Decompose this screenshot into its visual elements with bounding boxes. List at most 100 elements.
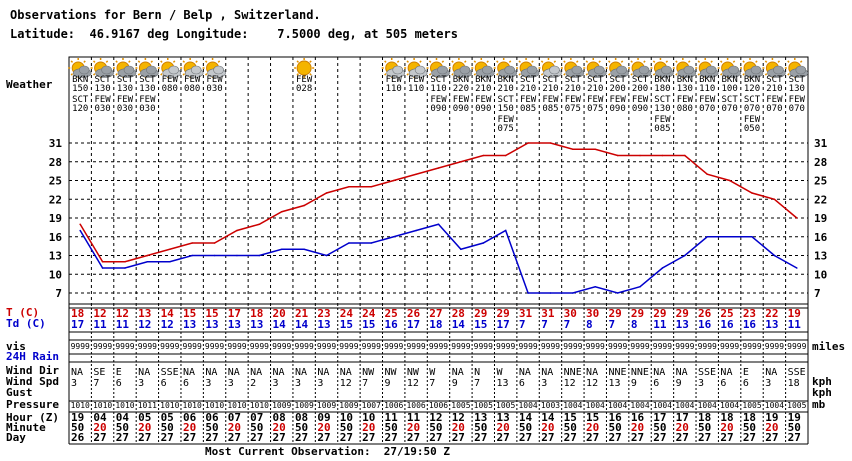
pressure-value: 1004 [608,401,627,410]
cloud-layer-height: 220 [453,84,469,94]
minute-value: 50 [295,421,308,434]
day-value: 27 [541,431,554,444]
cloud-layer-height: 100 [721,84,737,94]
temperature-value: 29 [631,307,644,320]
hour-value: 12 [452,411,465,424]
dewpoint-value: 12 [138,318,151,331]
cloud-layer-height: 030 [117,104,133,114]
hour-value: 07 [228,411,241,424]
temperature-value: 29 [608,307,621,320]
cloud-layer-type: FEW [789,95,806,105]
cloud-layer-height: 110 [430,84,446,94]
cloud-layer-type: FEW [654,115,671,125]
hour-value: 11 [385,411,399,424]
row-label-hour: Hour (Z) [6,411,59,424]
cloud-layer-type: SCT [789,75,806,85]
dewpoint-point [258,254,261,257]
wind-direction-value: NA [183,367,195,378]
cloud-layer-height: 130 [117,84,133,94]
pressure-value: 1005 [742,401,761,410]
minute-value: 20 [765,421,778,434]
cloud-layer-type: FEW [386,75,403,85]
cloud-layer-type: SCT [654,95,671,105]
minute-value: 20 [317,421,330,434]
cloud-layer-height: 130 [139,84,155,94]
cloudy-icon [68,58,92,78]
temperature-point [728,179,731,182]
cloudy-icon [426,58,450,78]
dewpoint-value: 17 [71,318,84,331]
row-label-minute: Minute [6,421,46,434]
wind-speed-value: 9 [631,378,637,389]
cloud-layer-type: BKN [498,75,514,85]
hour-value: 14 [519,411,533,424]
temperature-point [437,167,440,169]
visibility-value: 9999 [698,342,717,351]
wind-direction-value: NA [71,367,83,378]
day-value: 27 [295,431,308,444]
wind-direction-value: W [496,367,503,378]
wind-direction-value: NA [138,367,150,378]
day-value: 27 [183,431,196,444]
dewpoint-point [549,292,552,294]
cloudy-icon [672,58,697,78]
y-tick-label-right: 10 [814,268,827,281]
hour-value: 08 [273,411,286,424]
wind-direction-value: SSE [788,367,806,378]
temperature-point [796,217,798,219]
hour-value: 04 [93,411,107,424]
dewpoint-value: 16 [698,318,712,331]
cloudy-icon [516,58,540,78]
wind-speed-value: 12 [407,378,419,389]
hour-value: 05 [161,411,174,424]
temperature-point [280,210,283,213]
partly-sunny-icon [381,58,406,78]
temperature-point [146,254,149,257]
y-tick-label-left: 25 [49,175,62,188]
cloudy-icon [717,58,741,78]
wind-speed-value: 6 [161,378,167,389]
dewpoint-point [124,267,126,269]
minute-value: 50 [608,421,621,434]
pressure-value: 1004 [518,401,537,410]
minute-value: 20 [586,421,599,434]
day-value: 27 [720,431,733,444]
cloud-layer-height: 090 [453,104,469,114]
visibility-value: 9999 [160,342,179,351]
day-value: 27 [116,431,129,444]
cloud-layer-type: FEW [453,95,470,105]
dewpoint-point [661,267,664,269]
temperature-value: 22 [765,307,778,320]
cloud-layer-type: SCT [632,75,649,85]
hour-value: 18 [698,411,711,424]
wind-speed-value: 3 [765,378,771,389]
hour-value: 15 [564,411,577,424]
minute-value: 20 [273,421,286,434]
visibility-value: 9999 [451,342,470,351]
temperature-point [460,160,462,163]
wind-speed-value: 3 [317,378,323,389]
dewpoint-point [236,254,238,257]
minute-value: 20 [228,421,241,434]
cloudy-icon [471,58,495,78]
dewpoint-value: 13 [765,318,778,331]
cloud-layer-type: SCT [565,75,582,85]
cloud-layer-type: FEW [677,95,694,105]
cloud-layer-height: 150 [72,84,88,94]
cloud-layer-type: SCT [721,95,738,105]
temperature-value: 28 [452,307,465,320]
row-label-pressure: Pressure [6,398,59,411]
cloud-layer-height: 210 [475,84,491,94]
dewpoint-point [504,229,507,232]
y-tick-label-right: 19 [814,212,827,225]
cloud-layer-height: 080 [162,84,178,94]
y-tick-label-left: 22 [49,193,62,206]
cloud-layer-height: 210 [766,84,782,94]
visibility-value: 9999 [115,342,134,351]
dewpoint-value: 13 [205,318,218,331]
cloud-layer-height: 150 [498,104,514,114]
row-label-day: Day [6,431,26,444]
dewpoint-value: 13 [183,318,196,331]
visibility-value: 9999 [720,342,739,351]
wind-direction-value: NNE [631,367,649,378]
